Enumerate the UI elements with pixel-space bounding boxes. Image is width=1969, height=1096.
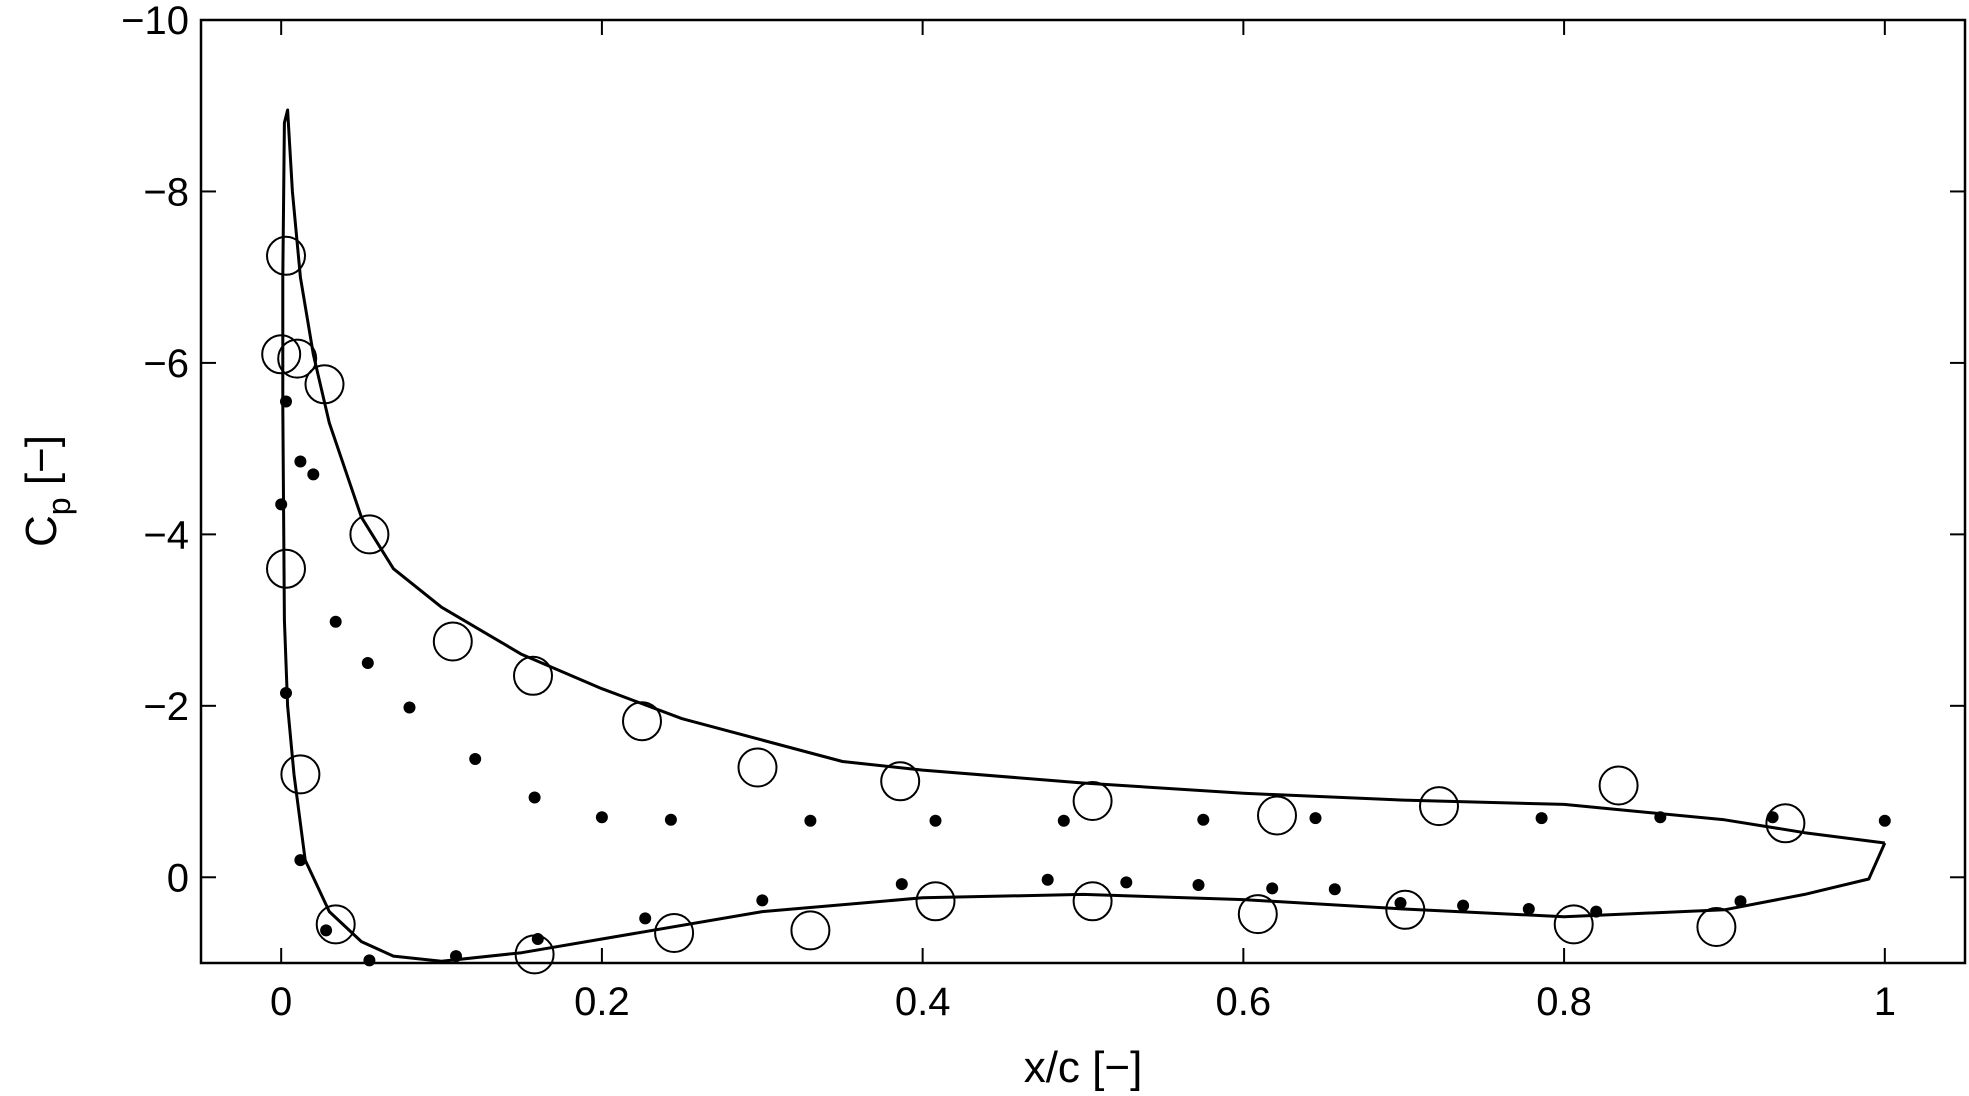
filled-dot-point-9 — [595, 811, 608, 824]
y-tick-label-4: −8 — [143, 170, 189, 214]
open-circle-point-7 — [513, 655, 553, 696]
filled-dot-point-1 — [294, 455, 307, 468]
open-circle-point-26 — [1696, 907, 1737, 947]
open-circle-point-2 — [277, 338, 318, 379]
filled-dot-point-21 — [294, 854, 307, 867]
open-circle-point-24 — [1385, 889, 1426, 930]
open-circle-point-20 — [790, 910, 831, 951]
filled-dot-point-34 — [1394, 897, 1407, 909]
x-tick-label-0: 0 — [270, 980, 292, 1024]
filled-dot-point-29 — [1041, 873, 1054, 886]
plot-frame — [199, 18, 1967, 965]
open-circle-point-19 — [654, 913, 695, 953]
y-axis-label-unit: [−] — [17, 435, 66, 497]
filled-dot-point-4 — [329, 615, 342, 628]
plot-layer — [261, 108, 1891, 975]
filled-dot-point-36 — [1522, 903, 1535, 915]
x-tick-label-2: 0.4 — [895, 980, 951, 1024]
filled-dot-point-3 — [275, 498, 288, 511]
open-circle-point-17 — [315, 904, 356, 945]
filled-dot-point-37 — [1590, 905, 1603, 918]
filled-dot-point-38 — [1734, 895, 1747, 908]
filled-dot-point-6 — [403, 701, 416, 714]
filled-dot-point-25 — [531, 933, 544, 945]
x-tick-label-5: 1 — [1874, 980, 1896, 1024]
filled-dot-point-0 — [280, 395, 292, 408]
filled-dot-point-27 — [756, 894, 769, 907]
open-circle-point-1 — [261, 334, 302, 375]
filled-dot-point-23 — [363, 954, 376, 967]
filled-dot-point-13 — [1057, 814, 1070, 827]
x-tick-label-1: 0.2 — [574, 980, 630, 1024]
filled-dot-point-33 — [1328, 883, 1341, 896]
filled-dot-point-19 — [1878, 814, 1891, 827]
filled-dot-point-10 — [664, 813, 677, 826]
y-axis-label-subscript: p — [41, 497, 77, 515]
open-circle-point-16 — [280, 754, 321, 795]
filled-dot-point-2 — [307, 468, 320, 481]
filled-dot-point-28 — [895, 878, 908, 891]
filled-dot-point-14 — [1197, 813, 1210, 826]
open-circle-point-22 — [1072, 881, 1113, 922]
open-circle-point-6 — [432, 621, 473, 662]
filled-dot-point-16 — [1535, 812, 1548, 825]
y-tick-label-1: −2 — [143, 685, 189, 729]
y-tick-label-5: −10 — [121, 0, 189, 43]
filled-dot-point-26 — [639, 912, 652, 925]
filled-dot-point-12 — [929, 814, 942, 827]
open-circle-point-21 — [915, 881, 956, 922]
filled-dot-point-7 — [469, 753, 482, 765]
filled-dot-point-15 — [1309, 812, 1322, 825]
open-circle-point-12 — [1257, 795, 1297, 836]
open-circle-point-15 — [1765, 803, 1806, 844]
y-tick-label-0: 0 — [167, 856, 189, 900]
open-circle-point-25 — [1553, 904, 1594, 945]
y-axis-label: Cp [−] — [17, 435, 77, 547]
filled-dot-point-17 — [1654, 811, 1667, 824]
open-circle-point-14 — [1598, 765, 1639, 806]
open-circle-point-8 — [622, 701, 662, 742]
filled-dot-point-32 — [1266, 882, 1279, 895]
filled-dot-point-22 — [320, 924, 333, 937]
filled-dot-point-8 — [528, 791, 541, 804]
y-axis-label-main: C — [17, 515, 66, 547]
open-circle-point-4 — [349, 514, 390, 555]
filled-dot-point-18 — [1766, 811, 1779, 824]
y-tick-label-3: −6 — [143, 342, 189, 386]
filled-dot-point-31 — [1192, 879, 1205, 891]
x-tick-label-3: 0.6 — [1216, 980, 1272, 1024]
filled-dot-point-24 — [450, 950, 462, 963]
x-axis-label: x/c [−] — [1024, 1043, 1143, 1092]
open-circle-point-3 — [304, 364, 345, 405]
open-circle-point-11 — [1072, 781, 1113, 821]
open-circle-point-5 — [266, 548, 306, 589]
y-tick-label-2: −4 — [143, 513, 189, 557]
filled-dot-point-11 — [804, 814, 817, 827]
open-circle-point-9 — [737, 747, 778, 788]
open-circle-point-23 — [1237, 894, 1278, 935]
open-circle-point-0 — [266, 235, 306, 276]
open-circle-point-10 — [880, 761, 921, 802]
filled-dot-point-5 — [361, 657, 374, 669]
filled-dot-point-20 — [280, 687, 292, 699]
filled-dot-point-30 — [1120, 876, 1133, 889]
filled-dot-point-35 — [1457, 899, 1470, 912]
axis-layer: 0 0.2 0.4 0.6 0.8 1 0 −2 −4 −6 −8 −10 — [121, 0, 1965, 1024]
open-circle-point-13 — [1419, 786, 1459, 827]
x-tick-label-4: 0.8 — [1536, 980, 1592, 1024]
cp-curve-line — [281, 108, 1887, 963]
